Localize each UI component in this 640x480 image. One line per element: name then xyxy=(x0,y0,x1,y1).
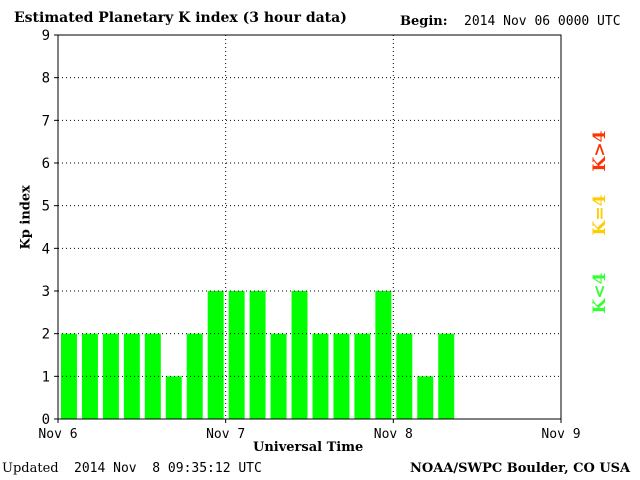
x-tick-label: Nov 8 xyxy=(374,427,413,442)
x-axis-label: Universal Time xyxy=(253,440,364,455)
kp-bar xyxy=(291,291,308,419)
y-tick-label: 2 xyxy=(42,327,50,343)
kp-bar xyxy=(165,376,182,419)
x-tick-label: Nov 6 xyxy=(38,427,77,442)
kp-bar xyxy=(207,291,224,419)
kp-bar xyxy=(417,376,434,419)
begin-value: 2014 Nov 06 0000 UTC xyxy=(464,14,621,29)
kp-bar xyxy=(61,333,77,419)
kp-bar xyxy=(333,333,350,419)
kp-bar xyxy=(81,333,98,419)
kp-bar xyxy=(123,333,140,419)
y-tick-label: 5 xyxy=(42,199,50,215)
y-tick-label: 8 xyxy=(42,71,50,87)
updated-label: Updated xyxy=(2,461,59,476)
legend-k-equal-4: K=4 xyxy=(590,194,610,236)
x-tick-label: Nov 7 xyxy=(206,427,245,442)
y-tick-label: 4 xyxy=(42,241,50,257)
y-tick-label: 7 xyxy=(42,113,50,129)
kp-bar xyxy=(228,291,245,419)
y-axis-label: Kp index xyxy=(18,185,34,250)
y-tick-label: 3 xyxy=(42,284,50,300)
kp-bar xyxy=(249,291,266,419)
y-tick-label: 1 xyxy=(42,369,50,385)
kp-bar xyxy=(144,333,161,419)
plot-frame xyxy=(57,34,562,420)
chart-title: Estimated Planetary K index (3 hour data… xyxy=(14,10,347,26)
credit-text: NOAA/SWPC Boulder, CO USA xyxy=(410,461,631,476)
updated-value: 2014 Nov 8 09:35:12 UTC xyxy=(74,461,262,476)
kp-bar xyxy=(312,333,329,419)
legend-k-less-4: K<4 xyxy=(590,272,610,314)
kp-bar xyxy=(396,333,413,419)
y-tick-label: 6 xyxy=(42,156,50,172)
y-tick-label: 0 xyxy=(42,412,50,428)
kp-bar xyxy=(375,291,392,419)
y-tick-label: 9 xyxy=(42,28,50,44)
begin-label: Begin: xyxy=(400,14,448,29)
x-tick-label: Nov 9 xyxy=(541,427,580,442)
